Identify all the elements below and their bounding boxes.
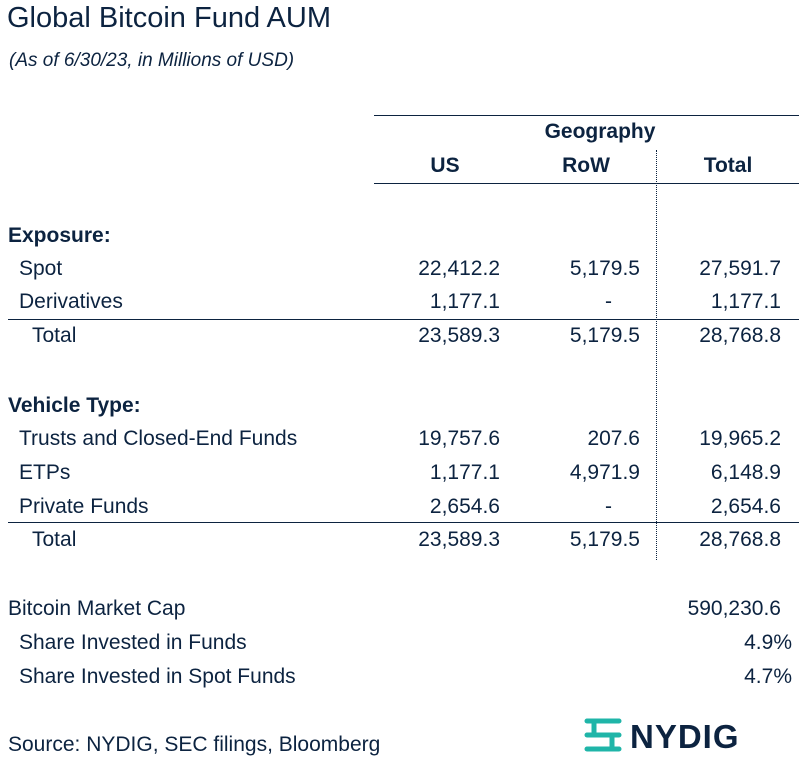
header-top-rule: [374, 115, 799, 116]
cell-row: -: [605, 290, 612, 313]
total-column-divider: [656, 150, 657, 560]
source-note: Source: NYDIG, SEC filings, Bloomberg: [8, 733, 381, 756]
header-bottom-rule: [374, 183, 799, 184]
row-label: ETPs: [19, 461, 71, 484]
cell-us: 1,177.1: [429, 461, 500, 484]
cell-row: -: [605, 495, 612, 518]
row-label: Total: [32, 528, 77, 551]
page-title: Global Bitcoin Fund AUM: [7, 2, 331, 34]
column-header-row: RoW: [562, 154, 610, 177]
cell-row: 5,179.5: [569, 324, 640, 347]
column-header-total: Total: [703, 154, 753, 177]
cell-us: 1,177.1: [429, 290, 500, 313]
column-header-us: US: [430, 154, 460, 177]
row-label: Total: [32, 324, 77, 347]
row-label: Spot: [19, 257, 63, 280]
nydig-logo-icon: [584, 715, 622, 760]
share-spot-value: 4.7%: [744, 665, 792, 688]
cell-total: 1,177.1: [710, 290, 781, 313]
cell-us: 23,589.3: [418, 324, 500, 347]
page-subtitle: (As of 6/30/23, in Millions of USD): [9, 50, 295, 71]
row-label: Trusts and Closed-End Funds: [19, 427, 298, 450]
exposure-total-rule: [8, 319, 799, 320]
geography-header: Geography: [544, 120, 656, 143]
cell-row: 5,179.5: [569, 257, 640, 280]
cell-total: 19,965.2: [699, 427, 781, 450]
exposure-heading: Exposure:: [8, 224, 111, 247]
market-cap-value: 590,230.6: [687, 597, 781, 620]
cell-row: 5,179.5: [569, 528, 640, 551]
cell-total: 28,768.8: [699, 528, 781, 551]
vehicle-type-heading: Vehicle Type:: [8, 394, 141, 417]
cell-total: 28,768.8: [699, 324, 781, 347]
vehicle-total-rule: [8, 522, 799, 523]
cell-us: 2,654.6: [429, 495, 500, 518]
cell-total: 2,654.6: [710, 495, 781, 518]
row-label: Derivatives: [19, 290, 123, 313]
share-spot-label: Share Invested in Spot Funds: [19, 665, 296, 688]
nydig-logo: NYDIG: [584, 715, 740, 759]
share-funds-label: Share Invested in Funds: [19, 631, 247, 654]
cell-row: 4,971.9: [569, 461, 640, 484]
cell-us: 19,757.6: [418, 427, 500, 450]
row-label: Private Funds: [19, 495, 149, 518]
cell-us: 23,589.3: [418, 528, 500, 551]
cell-us: 22,412.2: [418, 257, 500, 280]
share-funds-value: 4.9%: [744, 631, 792, 654]
cell-total: 27,591.7: [699, 257, 781, 280]
cell-row: 207.6: [587, 427, 640, 450]
cell-total: 6,148.9: [710, 461, 781, 484]
nydig-logo-text: NYDIG: [630, 718, 740, 755]
market-cap-label: Bitcoin Market Cap: [8, 597, 186, 620]
